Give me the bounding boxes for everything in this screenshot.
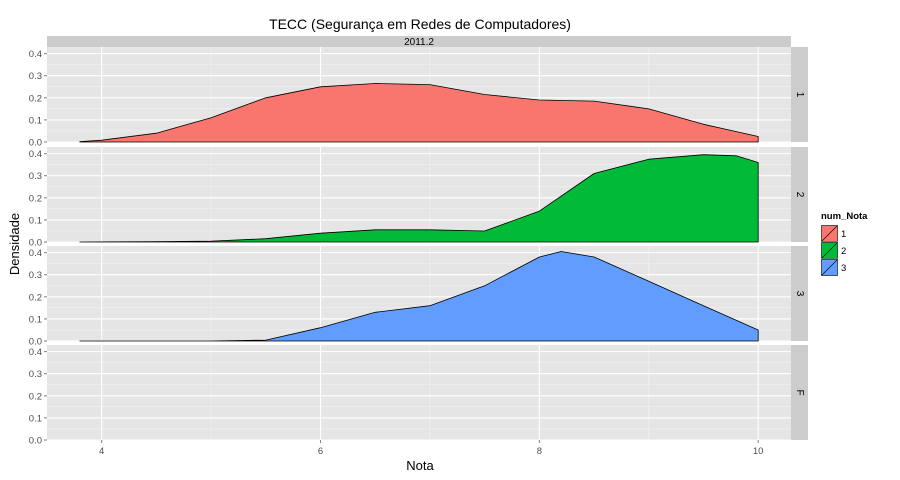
x-tick-label: 4 bbox=[99, 446, 104, 457]
row-strip-label: 3 bbox=[794, 291, 805, 297]
y-tick-label: 0.1 bbox=[29, 413, 42, 424]
row-strip bbox=[791, 147, 808, 242]
row-strip-label: F bbox=[794, 389, 805, 395]
density-area-1 bbox=[79, 83, 759, 143]
legend-key-slash bbox=[821, 225, 838, 242]
x-axis: 4 6 8 10 bbox=[99, 440, 763, 457]
legend-item-2: 2 bbox=[820, 241, 846, 260]
chart-title: TECC (Segurança em Redes de Computadores… bbox=[269, 16, 571, 32]
y-tick-label: 0.3 bbox=[29, 71, 42, 82]
row-strip bbox=[791, 47, 808, 142]
y-tick-label: 0.0 bbox=[29, 436, 42, 447]
legend-label: 2 bbox=[841, 246, 846, 257]
y-tick-label: 0.0 bbox=[29, 337, 42, 348]
facet-panels: 2011.20.00.10.20.30.410.00.10.20.30.420.… bbox=[29, 36, 808, 447]
facet-panel-f: 0.0 0.1 0.2 0.3 0.4 F bbox=[29, 345, 808, 447]
y-tick-label: 0.4 bbox=[29, 149, 42, 160]
legend-item-1: 1 bbox=[820, 224, 846, 243]
y-tick-label: 0.1 bbox=[29, 215, 42, 226]
facet-panel-1: 0.0 0.1 0.2 0.3 0.4 1 bbox=[29, 47, 808, 149]
row-strip bbox=[791, 345, 808, 440]
y-tick-label: 0.2 bbox=[29, 391, 42, 402]
x-tick-label: 10 bbox=[753, 446, 764, 457]
legend-key-slash bbox=[821, 259, 838, 276]
y-tick-label: 0.3 bbox=[29, 171, 42, 182]
y-axis-label: Densidade bbox=[7, 213, 22, 275]
y-tick-label: 0.4 bbox=[29, 248, 42, 259]
density-area-2 bbox=[79, 154, 759, 243]
density-area-3 bbox=[79, 251, 759, 342]
y-tick-label: 0.0 bbox=[29, 138, 42, 149]
facet-panel-3: 0.0 0.1 0.2 0.3 0.4 3 bbox=[29, 246, 808, 348]
column-strip-label: 2011.2 bbox=[404, 37, 434, 48]
y-tick-label: 0.1 bbox=[29, 115, 42, 126]
x-axis-label: Nota bbox=[406, 458, 434, 473]
y-tick-label: 0.0 bbox=[29, 238, 42, 249]
row-strip-label: 2 bbox=[794, 192, 805, 198]
x-tick-label: 6 bbox=[318, 446, 323, 457]
legend-title: num_Nota bbox=[821, 211, 868, 222]
row-strip bbox=[791, 246, 808, 341]
column-strip bbox=[47, 36, 791, 47]
x-tick-label: 8 bbox=[537, 446, 542, 457]
y-tick-label: 0.4 bbox=[29, 49, 42, 60]
y-tick-label: 0.4 bbox=[29, 347, 42, 358]
facet-panel-2: 0.0 0.1 0.2 0.3 0.4 2 bbox=[29, 147, 808, 249]
legend-key-slash bbox=[821, 242, 838, 259]
y-tick-label: 0.2 bbox=[29, 93, 42, 104]
legend-label: 3 bbox=[841, 263, 846, 274]
legend-label: 1 bbox=[841, 229, 846, 240]
y-tick-label: 0.2 bbox=[29, 193, 42, 204]
panel-background bbox=[47, 345, 791, 440]
legend: num_Nota 1 2 3 bbox=[820, 211, 868, 277]
y-tick-label: 0.3 bbox=[29, 270, 42, 281]
row-strip-label: 1 bbox=[794, 92, 805, 98]
legend-item-3: 3 bbox=[820, 258, 846, 277]
y-tick-label: 0.3 bbox=[29, 369, 42, 380]
y-tick-label: 0.1 bbox=[29, 314, 42, 325]
y-tick-label: 0.2 bbox=[29, 292, 42, 303]
